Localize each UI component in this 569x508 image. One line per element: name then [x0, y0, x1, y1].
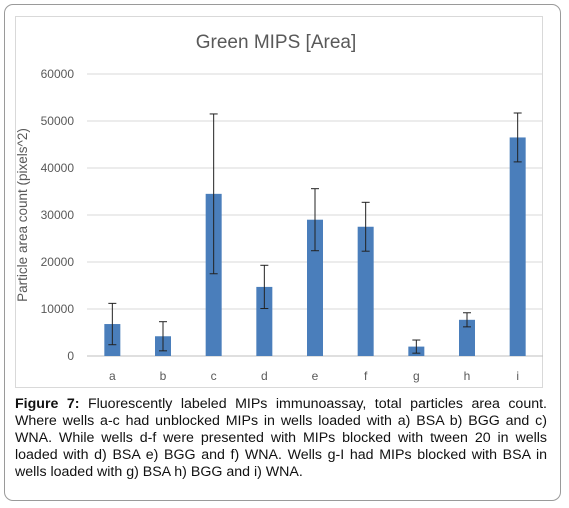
x-tick-label: g	[413, 369, 420, 383]
x-tick-label: d	[261, 369, 268, 383]
y-tick-label: 10000	[41, 302, 75, 316]
y-tick-label: 0	[67, 349, 74, 363]
caption-text: Fluorescently labeled MIPs immunoassay, …	[15, 396, 547, 480]
x-tick-label: a	[109, 369, 116, 383]
error-bar-a	[108, 302, 117, 346]
bar-c	[205, 193, 222, 356]
bar-d	[256, 286, 273, 356]
figure-caption: Figure 7: Fluorescently labeled MIPs imm…	[15, 396, 547, 481]
bar-f	[357, 226, 374, 356]
y-tick-labels: 0 10000 20000 30000 40000 50000 60000	[41, 67, 75, 363]
bar-i	[509, 137, 526, 356]
y-tick-label: 30000	[41, 208, 75, 222]
x-tick-label: c	[211, 369, 217, 383]
error-bars	[108, 112, 522, 354]
error-bar-c	[209, 113, 218, 275]
x-tick-label: h	[464, 369, 471, 383]
error-bar-i	[513, 112, 522, 163]
y-tick-label: 50000	[41, 114, 75, 128]
y-tick-label: 40000	[41, 161, 75, 175]
x-tick-label: i	[516, 369, 519, 383]
x-tick-label: f	[364, 369, 368, 383]
caption-label: Figure 7:	[15, 396, 80, 412]
y-axis-label: Particle area count (pixels^2)	[15, 128, 30, 302]
bar-h	[459, 319, 475, 356]
chart-title: Green MIPS [Area]	[196, 32, 357, 53]
error-bar-e	[311, 188, 319, 252]
bar-e	[307, 219, 323, 356]
error-bar-d	[260, 264, 269, 310]
x-tick-label: b	[160, 369, 167, 383]
x-tick-labels: a b c d e f g h i	[109, 369, 519, 383]
y-tick-label: 60000	[41, 67, 75, 81]
error-bar-f	[361, 201, 370, 252]
error-bar-h	[463, 312, 471, 328]
y-tick-label: 20000	[41, 255, 75, 269]
bar-chart: Green MIPS [Area] Particle area count (p…	[15, 32, 543, 383]
error-bar-g	[412, 339, 421, 354]
chart-area	[15, 16, 543, 388]
x-tick-label: e	[312, 369, 319, 383]
error-bar-b	[159, 321, 167, 352]
